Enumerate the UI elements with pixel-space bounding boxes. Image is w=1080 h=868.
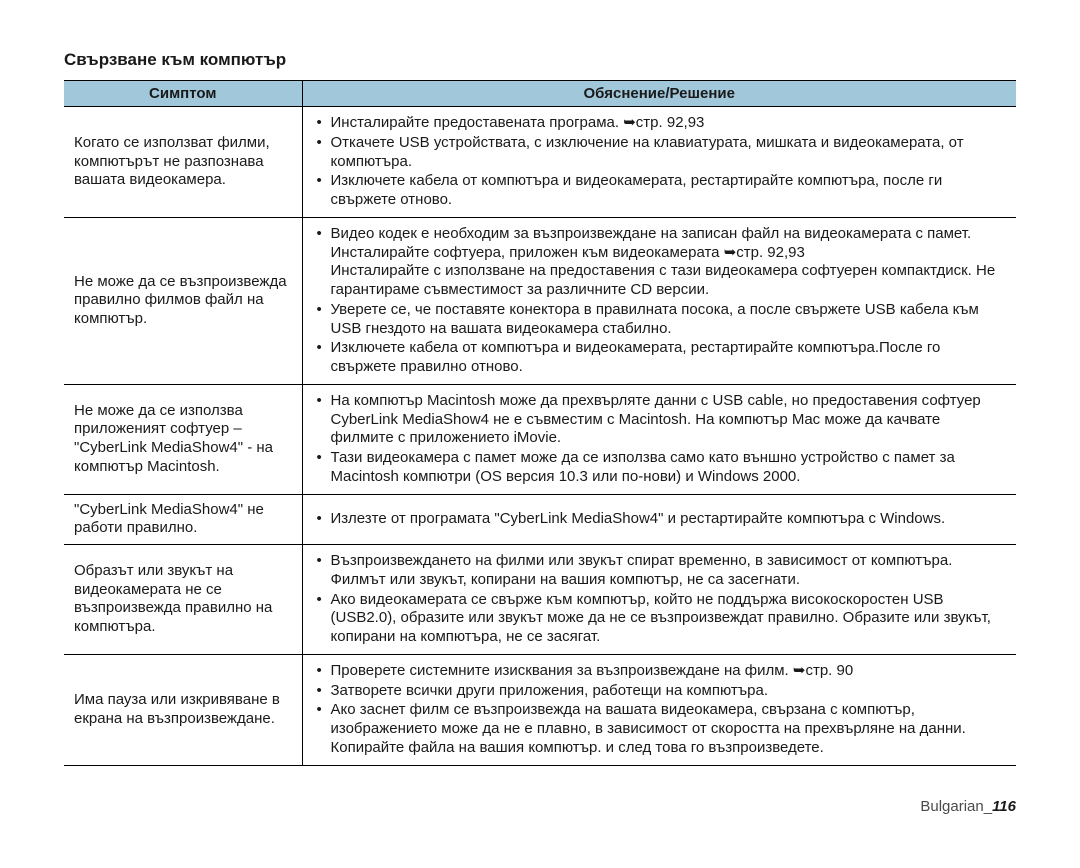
table-row: Образът или звукът на видеокамерата не с… bbox=[64, 545, 1016, 655]
solution-item: Уверете се, че поставяте конектора в пра… bbox=[331, 301, 1007, 339]
table-row: Има пауза или изкривяване в екрана на въ… bbox=[64, 654, 1016, 765]
document-page: Свързване към компютър Симптом Обяснение… bbox=[0, 0, 1080, 786]
table-row: Не може да се възпроизвежда правилно фил… bbox=[64, 217, 1016, 384]
solution-item: Изключете кабела от компютъра и видеокам… bbox=[331, 339, 1007, 377]
symptom-cell: Не може да се възпроизвежда правилно фил… bbox=[64, 217, 302, 384]
solution-cell: Видео кодек е необходим за възпроизвежда… bbox=[302, 217, 1016, 384]
solution-item: Излезте от програмата "CyberLink MediaSh… bbox=[331, 510, 1007, 529]
symptom-cell: Не може да се използва приложеният софту… bbox=[64, 384, 302, 494]
table-header-row: Симптом Обяснение/Решение bbox=[64, 81, 1016, 107]
solution-list: Излезте от програмата "CyberLink MediaSh… bbox=[313, 510, 1007, 529]
solution-item: Затворете всички други приложения, работ… bbox=[331, 682, 1007, 701]
solution-item: Видео кодек е необходим за възпроизвежда… bbox=[331, 225, 1007, 300]
solution-list: Възпроизвеждането на филми или звукът сп… bbox=[313, 552, 1007, 647]
footer-page-number: 116 bbox=[992, 798, 1016, 815]
solution-item: Изключете кабела от компютъра и видеокам… bbox=[331, 172, 1007, 210]
solution-list: Инсталирайте предоставената програма. ➥с… bbox=[313, 114, 1007, 210]
symptom-cell: "CyberLink MediaShow4" не работи правилн… bbox=[64, 494, 302, 545]
page-footer: Bulgarian_116 bbox=[0, 786, 1080, 815]
troubleshooting-table: Симптом Обяснение/Решение Когато се изпо… bbox=[64, 80, 1016, 766]
solution-item: На компютър Macintosh може да прехвърлят… bbox=[331, 392, 1007, 448]
solution-item: Инсталирайте предоставената програма. ➥с… bbox=[331, 114, 1007, 133]
table-row: "CyberLink MediaShow4" не работи правилн… bbox=[64, 494, 1016, 545]
footer-language: Bulgarian_ bbox=[920, 798, 992, 815]
symptom-cell: Има пауза или изкривяване в екрана на въ… bbox=[64, 654, 302, 765]
solution-item: Възпроизвеждането на филми или звукът сп… bbox=[331, 552, 1007, 590]
solution-list: На компютър Macintosh може да прехвърлят… bbox=[313, 392, 1007, 487]
solution-cell: Излезте от програмата "CyberLink MediaSh… bbox=[302, 494, 1016, 545]
solution-list: Видео кодек е необходим за възпроизвежда… bbox=[313, 225, 1007, 377]
solution-item: Тази видеокамера с памет може да се изпо… bbox=[331, 449, 1007, 487]
solution-list: Проверете системните изисквания за възпр… bbox=[313, 662, 1007, 758]
solution-cell: На компютър Macintosh може да прехвърлят… bbox=[302, 384, 1016, 494]
solution-cell: Инсталирайте предоставената програма. ➥с… bbox=[302, 107, 1016, 218]
section-heading: Свързване към компютър bbox=[64, 50, 1016, 70]
solution-item: Ако видеокамерата се свърже към компютър… bbox=[331, 591, 1007, 647]
solution-item: Ако заснет филм се възпроизвежда на ваша… bbox=[331, 701, 1007, 757]
solution-cell: Възпроизвеждането на филми или звукът сп… bbox=[302, 545, 1016, 655]
solution-item: Проверете системните изисквания за възпр… bbox=[331, 662, 1007, 681]
symptom-cell: Когато се използват филми, компютърът не… bbox=[64, 107, 302, 218]
table-row: Когато се използват филми, компютърът не… bbox=[64, 107, 1016, 218]
table-row: Не може да се използва приложеният софту… bbox=[64, 384, 1016, 494]
symptom-cell: Образът или звукът на видеокамерата не с… bbox=[64, 545, 302, 655]
col-header-symptom: Симптом bbox=[64, 81, 302, 107]
col-header-solution: Обяснение/Решение bbox=[302, 81, 1016, 107]
solution-item: Откачете USB устройствата, с изключение … bbox=[331, 134, 1007, 172]
solution-cell: Проверете системните изисквания за възпр… bbox=[302, 654, 1016, 765]
